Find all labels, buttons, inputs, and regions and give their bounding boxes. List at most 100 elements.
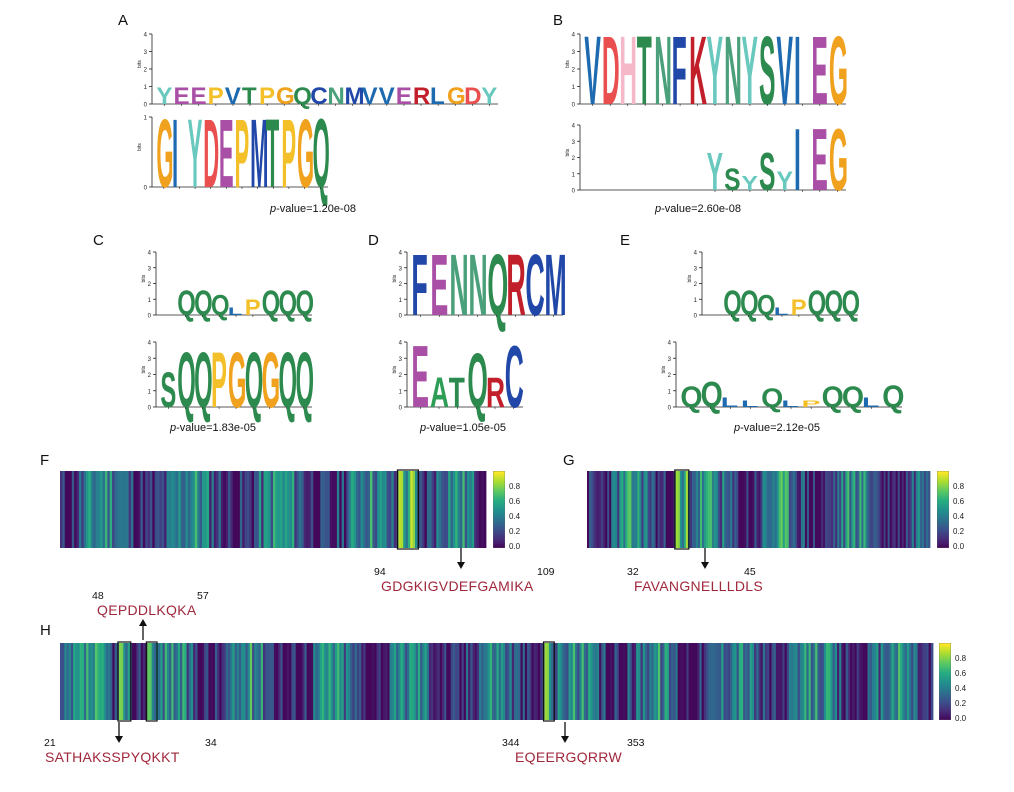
heatmap-cell — [154, 471, 158, 548]
heatmap-cell — [629, 643, 633, 720]
heatmap-cell — [744, 471, 747, 548]
heatmap-cell — [691, 471, 695, 548]
colorbar-step — [937, 542, 949, 545]
heatmap-cell — [263, 471, 267, 548]
logo-letter: G — [262, 337, 281, 425]
heatmap-cell — [770, 471, 774, 548]
heatmap-cell — [299, 471, 302, 548]
heatmap-cell — [498, 643, 502, 720]
heatmap-cell — [419, 471, 423, 548]
colorbar-step — [493, 494, 505, 497]
heatmap-cell — [877, 471, 880, 548]
heatmap-cell — [410, 471, 414, 548]
heatmap-cell — [439, 643, 443, 720]
heatmap-cell — [701, 643, 705, 720]
heatmap-cell — [403, 471, 406, 548]
heatmap-cell — [199, 471, 203, 548]
heatmap-cell — [363, 643, 366, 720]
heatmap-cell — [463, 643, 467, 720]
heatmap-cell — [407, 471, 411, 548]
heatmap-cell — [814, 471, 818, 548]
heatmap-cell — [839, 471, 842, 548]
panel-letter-c: C — [93, 232, 104, 249]
heatmap-cell — [812, 471, 816, 548]
heatmap-cell — [374, 643, 377, 720]
colorbar-step — [939, 643, 951, 646]
logo-ytick: 2 — [694, 282, 698, 288]
heatmap-cell — [145, 471, 148, 548]
heatmap-cell — [94, 643, 98, 720]
heatmap-cell — [863, 643, 866, 720]
heatmap-cell — [276, 643, 279, 720]
logo-letter: G — [829, 18, 848, 126]
seq-f-end: 109 — [537, 566, 555, 578]
colorbar-h-tick: 0.8 — [955, 654, 967, 663]
logo-ytick: 3 — [694, 266, 698, 272]
heatmap-cell — [884, 643, 888, 720]
heatmap-cell — [880, 643, 884, 720]
colorbar-step — [493, 478, 505, 482]
heatmap-cell — [374, 471, 378, 548]
logo-ytick: 2 — [572, 156, 576, 162]
colorbar-step — [937, 478, 949, 482]
heatmap-cell — [808, 471, 812, 548]
heatmap-cell — [280, 643, 284, 720]
heatmap-cell — [653, 643, 657, 720]
heatmap-cell — [402, 643, 406, 720]
colorbar-step — [939, 673, 951, 677]
heatmap-cell — [655, 643, 659, 720]
heatmap-cell — [415, 643, 419, 720]
heatmap-cell — [850, 643, 853, 720]
colorbar-step — [493, 544, 505, 547]
logo-ytick: 0 — [572, 103, 576, 109]
logo-letter: Q — [279, 337, 298, 425]
colorbar-f — [493, 471, 505, 548]
heatmap-cell — [235, 471, 238, 548]
heatmap-cell — [734, 471, 737, 548]
heatmap-cell — [891, 643, 895, 720]
heatmap-cell — [860, 643, 864, 720]
colorbar-step — [937, 492, 949, 495]
colorbar-step — [939, 687, 951, 690]
heatmap-cell — [679, 643, 683, 720]
logo-ytick: 3 — [572, 140, 576, 146]
heatmap-cell — [766, 471, 769, 548]
logo-letter: P — [208, 83, 224, 110]
heatmap-cell — [623, 471, 626, 548]
colorbar-step — [939, 710, 951, 713]
heatmap-cell — [640, 643, 644, 720]
heatmap-cell — [246, 471, 250, 548]
heatmap-cell — [471, 471, 475, 548]
heatmap-cell — [208, 643, 211, 720]
colorbar-step — [937, 534, 949, 537]
heatmap-cell — [619, 471, 622, 548]
logo-letter: V — [362, 83, 378, 110]
logo-ytick: 4 — [694, 251, 698, 257]
heatmap-cell — [243, 643, 246, 720]
heatmap-cell — [367, 643, 371, 720]
heatmap-cell — [121, 471, 125, 548]
heatmap-cell — [756, 471, 759, 548]
colorbar-step — [937, 522, 949, 526]
heatmap-cell — [615, 471, 618, 548]
heatmap-cell — [254, 643, 257, 720]
heatmap-cell — [821, 643, 825, 720]
heatmap-cell — [588, 643, 591, 720]
heatmap-cell — [391, 643, 395, 720]
logo-letter: L — [774, 305, 789, 317]
heatmap-cell — [339, 643, 342, 720]
heatmap-cell — [107, 471, 111, 548]
heatmap-cell — [793, 643, 796, 720]
heatmap-cell — [881, 471, 884, 548]
logo-letter: A — [430, 368, 449, 416]
heatmap-g — [587, 469, 931, 550]
colorbar-step — [493, 471, 505, 474]
logo-letter: C — [505, 327, 524, 426]
heatmap-cell — [294, 471, 298, 548]
heatmap-cell — [594, 643, 598, 720]
seq-g-end: 45 — [744, 566, 756, 578]
heatmap-cell — [718, 471, 721, 548]
heatmap-cell — [658, 643, 661, 720]
highlight-box — [674, 469, 690, 550]
heatmap-cell — [131, 471, 134, 548]
